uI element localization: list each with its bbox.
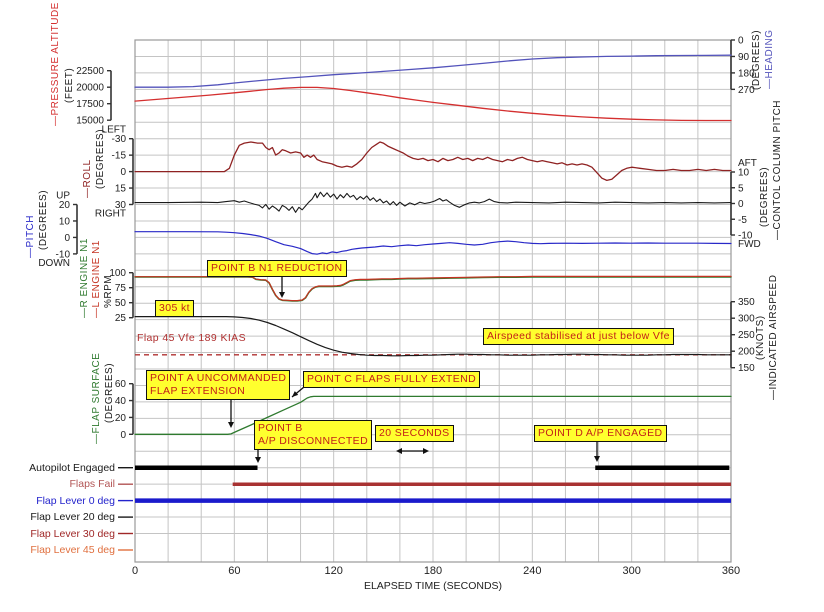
tick-label: -30 — [112, 134, 127, 145]
axis-title-pitch: —PITCH — [25, 215, 36, 258]
tick-label: 40 — [115, 396, 127, 407]
axis-title-rpm-units: %RPM — [103, 274, 114, 308]
annotation-point-a-uncommanded: POINT A UNCOMMANDED FLAP EXTENSION — [146, 370, 291, 401]
tick-label: 0 — [120, 430, 126, 441]
trace-heading — [134, 54, 732, 88]
axis-title-roll-units: (DEGREES) — [95, 128, 106, 189]
tick-label: 240 — [523, 565, 541, 577]
tick-label: RIGHT — [95, 209, 126, 220]
tick-label: 20 — [59, 200, 71, 211]
tick-label: 22500 — [76, 66, 104, 77]
tick-label: -10 — [56, 249, 71, 260]
trace-pitch — [134, 231, 732, 255]
tick-label: 120 — [324, 565, 342, 577]
annotation-arrowhead-point_a — [228, 422, 234, 428]
axis-title-r-engine-n1: —R ENGINE N1 — [79, 238, 90, 318]
tick-label: 250 — [738, 330, 755, 341]
annotation-point-d-ap-engaged: POINT D A/P ENGAGED — [534, 425, 667, 443]
axis-title-heading: —HEADING — [764, 29, 775, 89]
tick-label: 75 — [115, 283, 127, 294]
tick-label: 300 — [738, 314, 755, 325]
tick-label: 25 — [115, 313, 127, 324]
x-axis-title: ELAPSED TIME (SECONDS) — [363, 580, 503, 592]
axis-title-indicated-airspeed: —INDICATED AIRSPEED — [768, 274, 779, 400]
trace-altitude — [134, 86, 732, 122]
tick-label: FWD — [738, 239, 761, 250]
tick-label: 10 — [59, 216, 71, 227]
tick-label: 20000 — [76, 83, 104, 94]
status-label-autopilot-engaged: Autopilot Engaged — [29, 462, 115, 474]
annotation-point-c-flaps-extend: POINT C FLAPS FULLY EXTEND — [303, 371, 481, 389]
annotation-pointerhead-point_c — [292, 391, 299, 397]
tick-label: 0 — [738, 199, 744, 210]
axis-title-pressure-altitude: —PRESSURE ALTITUDE — [50, 2, 61, 126]
axis-title-pitch-units: (DEGREES) — [38, 189, 49, 250]
tick-label: 200 — [738, 347, 755, 358]
axis-title-knots-units: (KNOTS) — [755, 315, 766, 360]
tick-label: 15 — [115, 184, 127, 195]
axis-title-feet-units: (FEET) — [64, 67, 75, 103]
vfe-reference-label: Flap 45 Vfe 189 KIAS — [137, 332, 246, 344]
tick-label: 350 — [738, 297, 755, 308]
axis-title-roll: —ROLL — [82, 159, 93, 198]
axis-title-flap-surface: —FLAP SURFACE — [91, 352, 102, 444]
tick-label: 180 — [424, 565, 442, 577]
tick-label: 270 — [738, 85, 755, 96]
tick-label: 180 — [738, 68, 755, 79]
tick-label: 17500 — [76, 99, 104, 110]
annotation-305kt: 305 kt — [155, 300, 195, 318]
tick-label: 10 — [738, 168, 750, 179]
trace-flap — [134, 395, 732, 435]
axis-title-heading-units: (DEGREES) — [751, 29, 762, 90]
status-label-flap-lever-0: Flap Lever 0 deg — [36, 495, 115, 507]
status-label-flap-lever-30: Flap Lever 30 deg — [30, 528, 115, 540]
annotation-arrowhead-right-secs20 — [423, 448, 429, 454]
annotation-arrowhead-left-secs20 — [396, 448, 402, 454]
trace-ctrlcol — [134, 191, 732, 213]
tick-label: LEFT — [102, 125, 126, 136]
annotation-point-b-n1-reduction: POINT B N1 REDUCTION — [207, 260, 347, 278]
axis-title-control-column-units: (DEGREES) — [759, 166, 770, 227]
status-label-flap-lever-20: Flap Lever 20 deg — [30, 511, 115, 523]
tick-label: 0 — [120, 167, 126, 178]
status-label-flaps-fail: Flaps Fail — [69, 478, 115, 490]
axis-title-l-engine-n1: —L ENGINE N1 — [91, 240, 102, 318]
trace-roll — [134, 141, 732, 182]
tick-label: 0 — [738, 36, 744, 47]
annotation-arrowhead-point_b_n1 — [279, 292, 285, 298]
axis-title-control-column: —CONTOL COLUMN PITCH — [772, 99, 783, 240]
axis-title-flap-units: (DEGREES) — [104, 362, 115, 423]
tick-label: 15000 — [76, 116, 104, 127]
annotation-airspeed-stabilised: Airspeed stabilised at just below Vfe — [483, 328, 674, 346]
tick-label: -10 — [738, 231, 753, 242]
tick-label: 30 — [115, 200, 127, 211]
tick-label: 50 — [115, 298, 127, 309]
tick-label: DOWN — [38, 258, 70, 269]
tick-label: -5 — [738, 215, 747, 226]
trace-airspeed — [134, 316, 732, 357]
tick-label: 150 — [738, 363, 755, 374]
tick-label: 300 — [622, 565, 640, 577]
annotation-point-b-ap-disconnected: POINT B A/P DISCONNECTED — [254, 420, 373, 451]
tick-label: AFT — [738, 158, 757, 169]
tick-label: -15 — [112, 151, 127, 162]
annotation-arrowhead-point_b_ap — [255, 457, 261, 463]
tick-label: 5 — [738, 183, 744, 194]
tick-label: 20 — [115, 413, 127, 424]
tick-label: 100 — [109, 268, 126, 279]
tick-label: 90 — [738, 52, 750, 63]
tick-label: 60 — [115, 379, 127, 390]
tick-label: UP — [56, 191, 70, 202]
status-label-flap-lever-45: Flap Lever 45 deg — [30, 544, 115, 556]
annotation-arrowhead-point_d — [594, 456, 600, 462]
annotation-20-seconds: 20 SECONDS — [375, 425, 454, 443]
tick-label: 0 — [132, 565, 138, 577]
tick-label: 360 — [722, 565, 740, 577]
tick-label: 60 — [228, 565, 240, 577]
tick-label: 0 — [64, 233, 70, 244]
trace-n1_left — [134, 275, 732, 302]
